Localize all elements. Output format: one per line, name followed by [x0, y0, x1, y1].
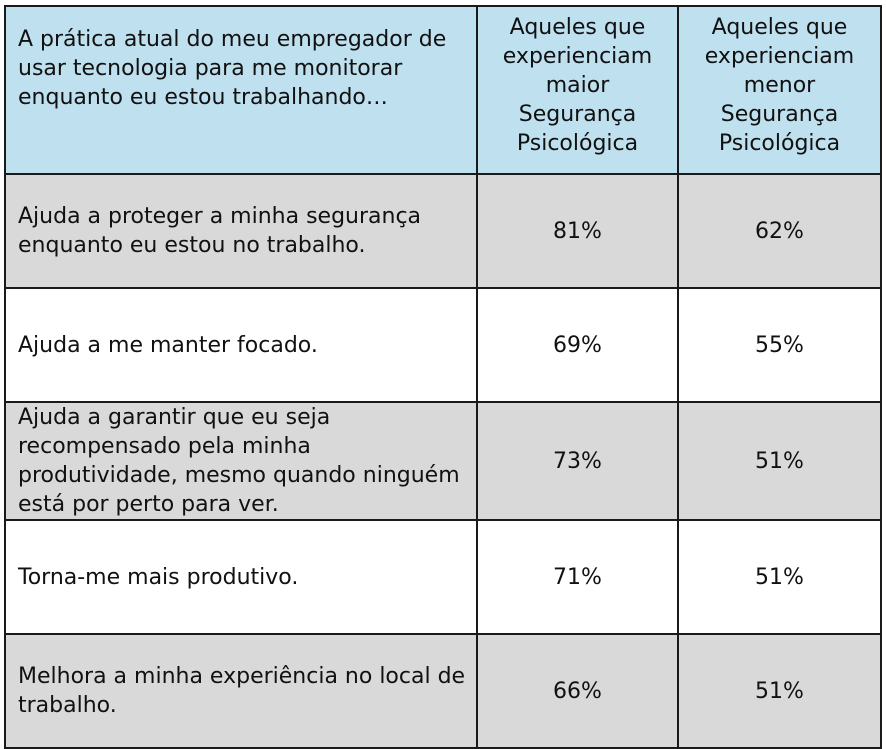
- table-row: Ajuda a proteger a minha segurança enqua…: [4, 173, 882, 289]
- survey-table: A prática atual do meu empregador de usa…: [4, 5, 882, 749]
- row-label: Melhora a minha experiência no local de …: [4, 633, 478, 749]
- value-lower-safety: 55%: [677, 287, 882, 403]
- row-label: Ajuda a garantir que eu seja recompensad…: [4, 401, 478, 521]
- value-higher-safety: 73%: [476, 401, 679, 521]
- value-lower-safety: 51%: [677, 401, 882, 521]
- value-lower-safety: 62%: [677, 173, 882, 289]
- header-higher-safety: Aqueles que experienciam maior Segurança…: [476, 5, 679, 175]
- table-row: Torna-me mais produtivo. 71% 51%: [4, 519, 882, 635]
- row-label: Ajuda a proteger a minha segurança enqua…: [4, 173, 478, 289]
- value-higher-safety: 71%: [476, 519, 679, 635]
- header-row: A prática atual do meu empregador de usa…: [4, 5, 882, 175]
- header-lower-safety: Aqueles que experienciam menor Segurança…: [677, 5, 882, 175]
- value-higher-safety: 81%: [476, 173, 679, 289]
- row-label: Ajuda a me manter focado.: [4, 287, 478, 403]
- table-row: Melhora a minha experiência no local de …: [4, 633, 882, 749]
- row-label: Torna-me mais produtivo.: [4, 519, 478, 635]
- table-row: Ajuda a me manter focado. 69% 55%: [4, 287, 882, 403]
- value-lower-safety: 51%: [677, 519, 882, 635]
- value-higher-safety: 66%: [476, 633, 679, 749]
- value-higher-safety: 69%: [476, 287, 679, 403]
- value-lower-safety: 51%: [677, 633, 882, 749]
- header-statement: A prática atual do meu empregador de usa…: [4, 5, 478, 175]
- table-row: Ajuda a garantir que eu seja recompensad…: [4, 401, 882, 521]
